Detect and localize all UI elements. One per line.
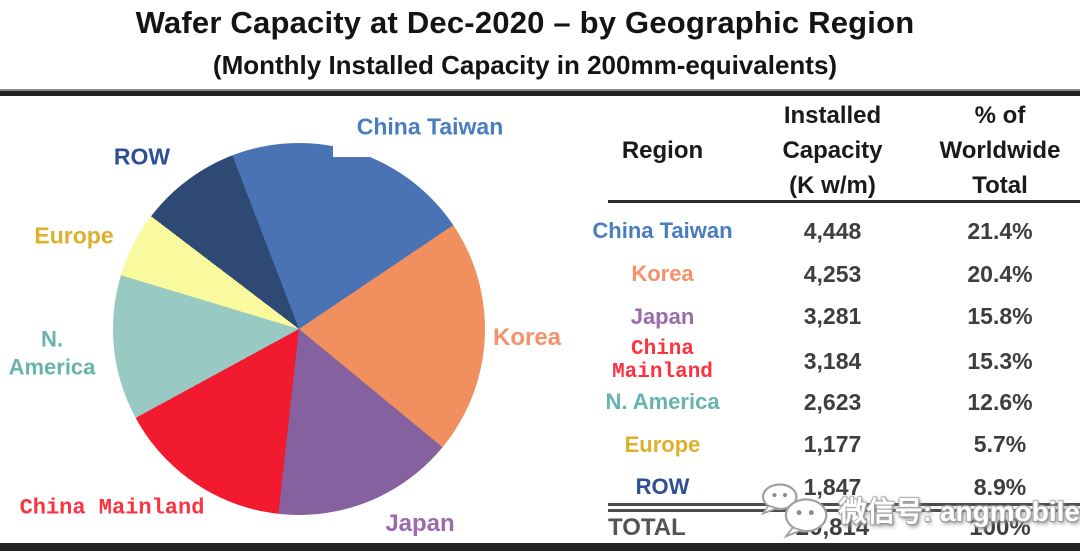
row-region: Japan: [630, 303, 695, 329]
pie-label-korea: Korea: [492, 324, 562, 351]
row-region: N. America: [605, 389, 720, 415]
total-pct: 100%: [969, 514, 1031, 541]
top-divider: [0, 89, 1080, 96]
row-capacity: 3,281: [803, 303, 862, 330]
row-region: Europe: [624, 431, 701, 457]
pie-label-china-mainland: China Mainland: [19, 495, 205, 521]
pie-label-japan: Japan: [385, 510, 455, 537]
table-total-row: TOTAL 20,814 100%: [580, 512, 1080, 544]
capacity-table: Region Installed Capacity (K w/m) % of W…: [580, 100, 1080, 545]
watermark: 微信号: angmobile: [756, 476, 1080, 544]
row-region: Korea: [631, 261, 694, 287]
row-pct: 5.7%: [973, 431, 1027, 458]
page-subtitle: (Monthly Installed Capacity in 200mm-equ…: [212, 50, 838, 80]
row-region: China Taiwan: [592, 218, 733, 244]
bottom-divider: [0, 543, 1080, 551]
row-pct: 21.4%: [967, 217, 1033, 244]
row-region: China Mainland: [612, 338, 713, 385]
row-capacity: 3,184: [803, 347, 862, 374]
row-capacity: 1,847: [803, 473, 862, 500]
table-row: Europe 1,177 5.7%: [580, 423, 1080, 466]
header-capacity: Installed Capacity (K w/m): [782, 102, 883, 199]
header-region: Region: [621, 137, 704, 164]
pie-label-europe: Europe: [34, 222, 114, 249]
header-pct: % of Worldwide Total: [939, 102, 1061, 199]
total-divider: [608, 503, 1080, 512]
table-row: Japan 3,281 15.8%: [580, 295, 1080, 338]
pie-label-row: ROW: [113, 143, 171, 170]
pie-notch-artifact: [333, 135, 410, 157]
total-label: TOTAL: [608, 514, 686, 541]
row-pct: 15.8%: [967, 303, 1033, 330]
table-body: China Taiwan 4,448 21.4% Korea 4,253 20.4% Jap…: [580, 210, 1080, 509]
wechat-icon: [760, 483, 828, 539]
table-header: Region Installed Capacity (K w/m) % of W…: [580, 98, 1080, 200]
table-row: China Taiwan 4,448 21.4%: [580, 210, 1080, 253]
row-capacity: 4,253: [803, 260, 862, 287]
row-pct: 8.9%: [973, 473, 1027, 500]
table-row: China Mainland 3,184 15.3%: [580, 338, 1080, 385]
pie-label-china-taiwan: China Taiwan: [356, 113, 504, 140]
table-row: N. America 2,623 12.6%: [580, 381, 1080, 424]
row-pct: 12.6%: [967, 388, 1033, 415]
table-row: ROW 1,847 8.9%: [580, 466, 1080, 509]
watermark-text: 微信号: angmobile: [838, 496, 1080, 527]
row-capacity: 2,623: [803, 388, 862, 415]
pie-chart: [113, 143, 485, 515]
row-capacity: 1,177: [803, 431, 862, 458]
pie-label-n-america: N. America: [8, 326, 96, 380]
header-divider: [608, 200, 1080, 203]
table-row: Korea 4,253 20.4%: [580, 253, 1080, 296]
row-pct: 20.4%: [967, 260, 1033, 287]
row-region: ROW: [635, 474, 690, 500]
row-pct: 15.3%: [967, 347, 1033, 374]
row-capacity: 4,448: [803, 217, 862, 244]
page-title: Wafer Capacity at Dec-2020 – by Geograph…: [135, 5, 915, 40]
